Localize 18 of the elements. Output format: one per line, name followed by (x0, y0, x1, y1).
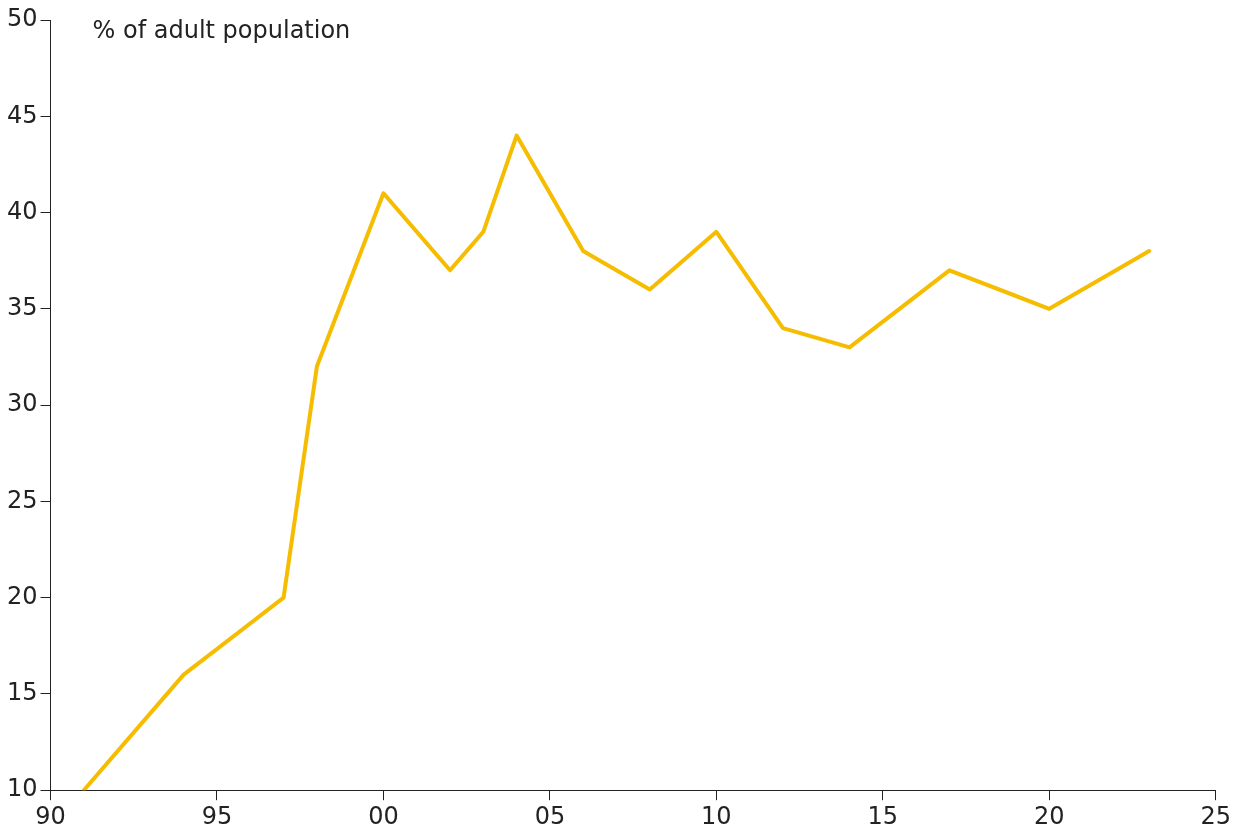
x-tick-label: 00 (368, 801, 399, 830)
y-tick-label: 25 (6, 485, 38, 514)
y-tick-label: 10 (6, 774, 38, 803)
y-tick-label: 35 (6, 293, 38, 322)
x-tick-label: 05 (534, 801, 566, 830)
x-tick-label: 25 (1200, 801, 1231, 830)
x-tick-label: 90 (35, 801, 66, 830)
y-axis-title: % of adult population (92, 16, 351, 45)
y-tick-label: 15 (6, 678, 38, 707)
x-tick-label: 10 (701, 801, 732, 830)
y-tick-label: 45 (6, 100, 38, 129)
x-tick-label: 15 (867, 801, 899, 830)
x-tick-label: 20 (1034, 801, 1065, 830)
y-tick-label: 40 (6, 196, 38, 225)
y-tick-label: 50 (6, 4, 38, 33)
y-tick-label: 20 (6, 581, 38, 610)
x-tick-label: 95 (201, 801, 233, 830)
y-tick-label: 30 (6, 389, 38, 418)
